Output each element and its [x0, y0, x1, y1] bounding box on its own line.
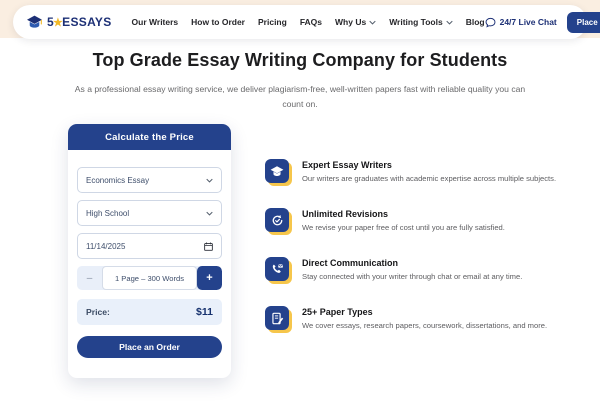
feature-paper-types: 25+ Paper Types We cover essays, researc…: [265, 306, 585, 330]
feature-text: Expert Essay Writers Our writers are gra…: [302, 159, 556, 183]
main-nav: Our Writers How to Order Pricing FAQs Wh…: [132, 17, 485, 27]
academic-level-select[interactable]: High School: [77, 200, 222, 226]
star-icon: ★: [52, 17, 64, 29]
chevron-down-icon: [206, 211, 213, 216]
price-calculator-card: Calculate the Price Economics Essay High…: [68, 124, 231, 378]
graduation-cap-logo-icon: [27, 15, 42, 28]
nav-blog[interactable]: Blog: [465, 17, 485, 27]
chevron-down-icon: [206, 178, 213, 183]
feature-text: Direct Communication Stay connected with…: [302, 257, 522, 281]
nav-why-us[interactable]: Why Us: [335, 17, 376, 27]
place-order-button-header[interactable]: Place an Order: [566, 11, 600, 33]
feature-direct-communication: Direct Communication Stay connected with…: [265, 257, 585, 281]
header-right: 24/7 Live Chat Place an Order: [485, 11, 600, 33]
graduation-cap-icon: [265, 159, 289, 183]
hero-subtitle: As a professional essay writing service,…: [74, 84, 526, 109]
chevron-down-icon: [369, 20, 376, 25]
price-value: $11: [196, 306, 213, 318]
feature-description: Stay connected with your writer through …: [302, 272, 523, 281]
deadline-date-input[interactable]: 11/14/2025: [77, 233, 222, 259]
calculator-title: Calculate the Price: [68, 124, 231, 150]
price-row: Price: $11: [77, 299, 222, 325]
feature-description: Our writers are graduates with academic …: [302, 174, 557, 183]
nav-our-writers[interactable]: Our Writers: [131, 17, 179, 27]
chevron-down-icon: [446, 20, 453, 25]
logo[interactable]: 5 ★ ESSAYS: [26, 15, 112, 30]
feature-text: 25+ Paper Types We cover essays, researc…: [302, 306, 547, 330]
nav-writing-tools[interactable]: Writing Tools: [389, 17, 453, 27]
place-order-button-calculator[interactable]: Place an Order: [77, 336, 222, 358]
increase-pages-button[interactable]: +: [197, 266, 222, 290]
feature-unlimited-revisions: Unlimited Revisions We revise your paper…: [265, 208, 585, 232]
feature-description: We revise your paper free of cost until …: [302, 223, 505, 232]
nav-pricing[interactable]: Pricing: [258, 17, 287, 27]
calculator-body: Economics Essay High School 11/14/2025 –…: [68, 150, 231, 378]
calendar-icon: [204, 242, 213, 251]
page-title: Top Grade Essay Writing Company for Stud…: [92, 50, 508, 70]
features-list: Expert Essay Writers Our writers are gra…: [265, 159, 585, 330]
feature-title: Expert Essay Writers: [302, 160, 392, 170]
feature-description: We cover essays, research papers, course…: [302, 321, 548, 330]
header: 5 ★ ESSAYS Our Writers How to Order Pricin…: [13, 5, 600, 39]
live-chat-link[interactable]: 24/7 Live Chat: [485, 17, 557, 28]
paper-type-value: Economics Essay: [86, 175, 150, 185]
price-label: Price:: [86, 307, 110, 317]
nav-faqs[interactable]: FAQs: [299, 17, 323, 27]
decrease-pages-button[interactable]: –: [77, 266, 102, 290]
nav-how-to-order[interactable]: How to Order: [191, 17, 245, 27]
feature-title: Direct Communication: [302, 258, 399, 268]
chat-bubble-icon: [485, 17, 496, 27]
paper-pencil-icon: [265, 306, 289, 330]
feature-text: Unlimited Revisions We revise your paper…: [302, 208, 505, 232]
feature-title: 25+ Paper Types: [302, 307, 373, 317]
feature-expert-writers: Expert Essay Writers Our writers are gra…: [265, 159, 585, 183]
refresh-arrows-icon: [265, 208, 289, 232]
quantity-stepper: – 1 Page – 300 Words +: [77, 266, 222, 290]
feature-title: Unlimited Revisions: [302, 209, 389, 219]
logo-text: 5 ★ ESSAYS: [47, 15, 112, 29]
paper-type-select[interactable]: Economics Essay: [77, 167, 222, 193]
phone-chat-icon: [265, 257, 289, 281]
academic-level-value: High School: [86, 208, 130, 218]
deadline-value: 11/14/2025: [86, 241, 126, 251]
pages-words-value: 1 Page – 300 Words: [102, 266, 197, 290]
